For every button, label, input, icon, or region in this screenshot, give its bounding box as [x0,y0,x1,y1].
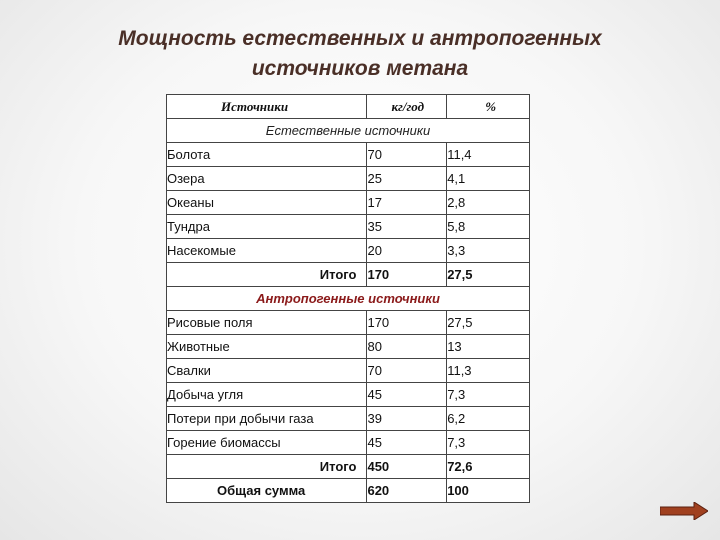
table-row: Животные 80 13 [165,334,530,359]
table-row: Насекомые 20 3,3 [165,238,530,263]
table-row: Тундра 35 5,8 [165,214,530,239]
natural-total-label: Итого [165,262,368,287]
table-row: Океаны 17 2,8 [165,190,530,215]
percent-value: 5,8 [446,214,530,239]
amount-value: 20 [366,238,448,263]
amount-value: 70 [366,142,448,167]
natural-total-amount: 170 [366,262,448,287]
amount-value: 70 [366,358,448,383]
slide-title-line-2: источников метана [251,57,469,80]
amount-value: 45 [366,430,448,455]
percent-value: 27,5 [446,310,530,335]
slide-title-line-1: Мощность естественных и антропогенных [118,27,602,50]
grand-total-percent: 100 [446,478,530,503]
source-name: Рисовые поля [165,310,368,335]
section-label-anthropogenic: Антропогенные источники [166,286,530,311]
natural-rows: Болота 70 11,4 Озера 25 4,1 Океаны 17 2,8 Тундра 3… [165,142,530,263]
section-row-natural: Естественные источники [166,118,530,143]
amount-value: 17 [366,190,448,215]
source-name: Насекомые [165,238,368,263]
anthropogenic-total-row: Итого 450 72,6 [165,454,530,479]
header-percent: % [446,94,530,119]
source-name: Болота [165,142,368,167]
amount-value: 35 [366,214,448,239]
anthropogenic-rows: Рисовые поля 170 27,5 Животные 80 13 Свалки 70 1… [165,310,530,455]
percent-value: 6,2 [446,406,530,431]
natural-total-percent: 27,5 [446,262,530,287]
arrow-right-icon[interactable] [660,502,708,520]
table-row: Добыча угля 45 7,3 [165,382,530,407]
grand-total-label: Общая сумма [165,478,368,503]
source-name: Свалки [165,358,368,383]
percent-value: 13 [446,334,530,359]
percent-value: 2,8 [446,190,530,215]
table-header-row: Источники кг/год % [165,94,530,119]
table-row: Болота 70 11,4 [165,142,530,167]
source-name: Горение биомассы [165,430,368,455]
methane-sources-table: Источники кг/год % Естественные источник… [165,94,530,503]
source-name: Озера [165,166,368,191]
slide-title: Мощность естественных и антропогенных ис… [60,24,660,84]
section-label-natural: Естественные источники [166,118,530,143]
header-source: Источники [165,94,368,119]
source-name: Потери при добычи газа [165,406,368,431]
percent-value: 11,4 [446,142,530,167]
table-row: Горение биомассы 45 7,3 [165,430,530,455]
amount-value: 170 [366,310,448,335]
percent-value: 4,1 [446,166,530,191]
grand-total-row: Общая сумма 620 100 [165,478,530,503]
header-amount: кг/год [366,94,448,119]
anthropogenic-total-percent: 72,6 [446,454,530,479]
source-name: Тундра [165,214,368,239]
grand-total-amount: 620 [366,478,448,503]
table-row: Озера 25 4,1 [165,166,530,191]
amount-value: 39 [366,406,448,431]
percent-value: 11,3 [446,358,530,383]
anthropogenic-total-amount: 450 [366,454,448,479]
amount-value: 45 [366,382,448,407]
table-row: Свалки 70 11,3 [165,358,530,383]
source-name: Океаны [165,190,368,215]
percent-value: 7,3 [446,382,530,407]
source-name: Животные [165,334,368,359]
amount-value: 80 [366,334,448,359]
section-row-anthropogenic: Антропогенные источники [166,286,530,311]
table-row: Потери при добычи газа 39 6,2 [165,406,530,431]
source-name: Добыча угля [165,382,368,407]
amount-value: 25 [366,166,448,191]
percent-value: 7,3 [446,430,530,455]
table-row: Рисовые поля 170 27,5 [165,310,530,335]
natural-total-row: Итого 170 27,5 [165,262,530,287]
percent-value: 3,3 [446,238,530,263]
anthropogenic-total-label: Итого [165,454,368,479]
